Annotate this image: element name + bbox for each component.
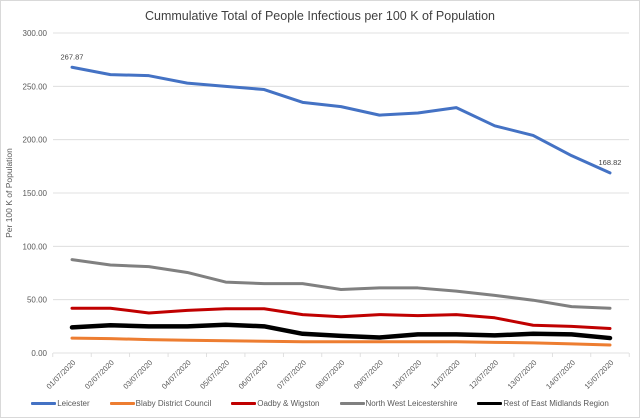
x-tick-label: 10/07/2020 xyxy=(390,358,423,391)
x-tick-label: 01/07/2020 xyxy=(45,358,78,391)
y-tick-label: 100.00 xyxy=(23,242,48,251)
y-tick-label: 0.00 xyxy=(31,349,47,358)
legend-label: Oadby & Wigston xyxy=(257,399,320,408)
y-tick-label: 50.00 xyxy=(27,296,48,305)
x-tick-label: 02/07/2020 xyxy=(83,358,116,391)
legend-item: Oadby & Wigston xyxy=(231,399,320,408)
legend-label: Rest of East Midlands Region xyxy=(503,399,609,408)
legend-label: Blaby District Council xyxy=(135,399,212,408)
legend-label: Leicester xyxy=(57,399,90,408)
y-tick-label: 300.00 xyxy=(23,29,48,38)
y-tick-label: 200.00 xyxy=(23,136,48,145)
data-label: 267.87 xyxy=(61,52,84,61)
series-line-leicester xyxy=(70,65,612,175)
legend-item: North West Leicestershire xyxy=(339,399,458,408)
x-tick-label: 15/07/2020 xyxy=(583,358,616,391)
data-label: 168.82 xyxy=(599,158,622,167)
series-line-north-west-leicestershire xyxy=(70,258,612,310)
series-line-rest-of-east-midlands-region xyxy=(69,322,613,341)
legend-item: Leicester xyxy=(31,399,90,408)
legend-item: Rest of East Midlands Region xyxy=(477,399,609,408)
x-tick-label: 11/07/2020 xyxy=(429,358,462,391)
legend-item: Blaby District Council xyxy=(109,399,212,408)
x-tick-label: 08/07/2020 xyxy=(314,358,347,391)
legend-swatch xyxy=(109,402,135,405)
x-tick-label: 07/07/2020 xyxy=(275,358,308,391)
legend-swatch xyxy=(31,402,57,405)
chart-title: Cummulative Total of People Infectious p… xyxy=(145,9,495,23)
series-line-oadby-wigston xyxy=(70,306,612,330)
x-tick-label: 03/07/2020 xyxy=(121,358,154,391)
x-tick-label: 05/07/2020 xyxy=(198,358,231,391)
x-tick-label: 13/07/2020 xyxy=(506,358,539,391)
x-tick-label: 12/07/2020 xyxy=(467,358,500,391)
legend-swatch xyxy=(477,402,503,405)
y-tick-label: 150.00 xyxy=(23,189,48,198)
x-tick-label: 09/07/2020 xyxy=(352,358,385,391)
legend: Leicester Blaby District Council Oadby & W… xyxy=(0,399,640,408)
legend-swatch xyxy=(231,402,257,405)
x-tick-label: 14/07/2020 xyxy=(544,358,577,391)
x-tick-label: 04/07/2020 xyxy=(160,358,193,391)
x-tick-label: 06/07/2020 xyxy=(237,358,270,391)
series-line-blaby-district-council xyxy=(70,336,612,347)
legend-swatch xyxy=(339,402,365,405)
y-tick-label: 250.00 xyxy=(23,82,48,91)
legend-label: North West Leicestershire xyxy=(365,399,458,408)
